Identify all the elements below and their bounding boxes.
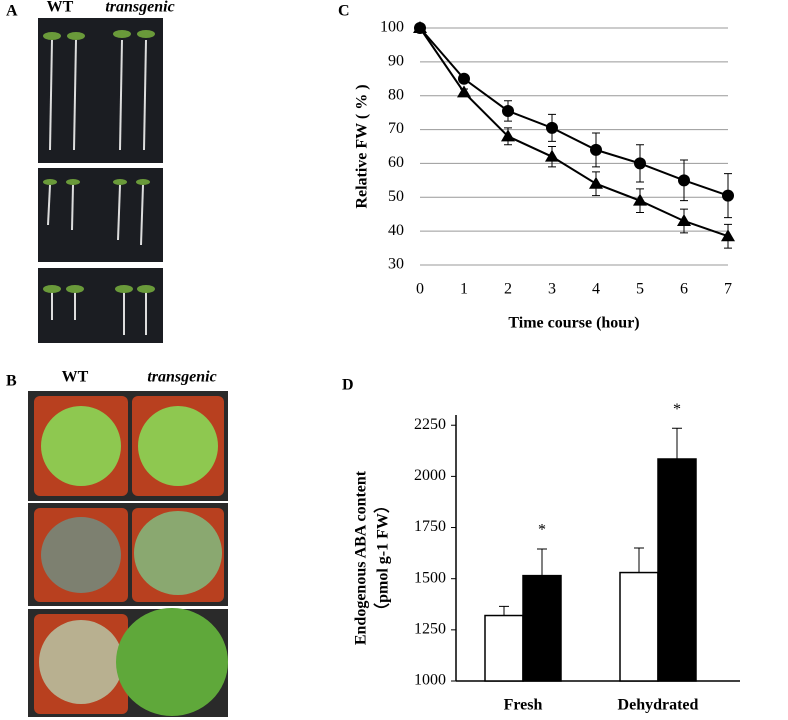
marker bbox=[590, 143, 602, 156]
y-tick-label: 80 bbox=[388, 86, 404, 103]
y-axis-label: （pmol g-1 FW） bbox=[374, 497, 392, 619]
bar bbox=[522, 574, 562, 682]
marker bbox=[634, 157, 646, 170]
x-tick-label: 7 bbox=[724, 281, 732, 298]
x-tick-label: 3 bbox=[548, 281, 556, 298]
x-tick-label: 1 bbox=[460, 281, 468, 298]
y-tick-label: 70 bbox=[388, 120, 404, 137]
photo-label: WT bbox=[62, 369, 89, 386]
y-tick-label: 1750 bbox=[414, 518, 446, 535]
annotation: * bbox=[538, 522, 546, 539]
x-tick-label: 5 bbox=[636, 281, 644, 298]
y-tick-label: 1500 bbox=[414, 569, 446, 586]
marker bbox=[722, 189, 734, 202]
marker bbox=[457, 85, 471, 98]
y-tick-label: 2250 bbox=[414, 416, 446, 433]
marker bbox=[633, 193, 647, 206]
y-tick-label: 50 bbox=[388, 188, 404, 205]
photo-label: transgenic bbox=[147, 369, 216, 386]
y-tick-label: 1000 bbox=[414, 672, 446, 689]
marker bbox=[677, 213, 691, 226]
x-tick-label: 4 bbox=[592, 281, 600, 298]
marker bbox=[413, 21, 427, 33]
y-axis-label: Relative FW ( % ) bbox=[354, 84, 371, 208]
series-line bbox=[419, 27, 729, 238]
photo-label: WT bbox=[47, 0, 74, 16]
photo-a bbox=[38, 18, 163, 343]
marker bbox=[501, 129, 515, 142]
photo-b bbox=[28, 391, 228, 717]
x-tick-label: 0 bbox=[416, 281, 424, 298]
marker bbox=[589, 176, 603, 189]
panel-label: A bbox=[6, 3, 18, 20]
panel-label: C bbox=[338, 3, 350, 20]
marker bbox=[458, 72, 470, 85]
y-axis-label: Endogenous ABA content bbox=[353, 470, 370, 645]
y-tick-label: 60 bbox=[388, 154, 404, 171]
y-tick-label: 1250 bbox=[414, 621, 446, 638]
y-tick-label: 2000 bbox=[414, 467, 446, 484]
y-tick-label: 100 bbox=[380, 19, 404, 36]
series-line bbox=[419, 27, 729, 197]
x-axis-label: Time course (hour) bbox=[508, 315, 639, 332]
marker bbox=[502, 104, 514, 117]
bar bbox=[484, 614, 524, 682]
x-tick-label: Dehydrated bbox=[618, 697, 699, 714]
x-tick-label: 6 bbox=[680, 281, 688, 298]
x-tick-label: 2 bbox=[504, 281, 512, 298]
bar bbox=[619, 571, 659, 682]
marker bbox=[721, 229, 735, 242]
x-tick-label: Fresh bbox=[504, 697, 543, 714]
marker bbox=[546, 121, 558, 134]
y-tick-label: 90 bbox=[388, 53, 404, 70]
panel-label: D bbox=[342, 377, 354, 394]
marker bbox=[678, 174, 690, 187]
panel-label: B bbox=[6, 373, 17, 390]
y-tick-label: 30 bbox=[388, 256, 404, 273]
photo-label: transgenic bbox=[105, 0, 174, 16]
annotation: * bbox=[673, 401, 681, 418]
bar bbox=[657, 458, 697, 682]
marker bbox=[545, 149, 559, 162]
y-tick-label: 40 bbox=[388, 222, 404, 239]
